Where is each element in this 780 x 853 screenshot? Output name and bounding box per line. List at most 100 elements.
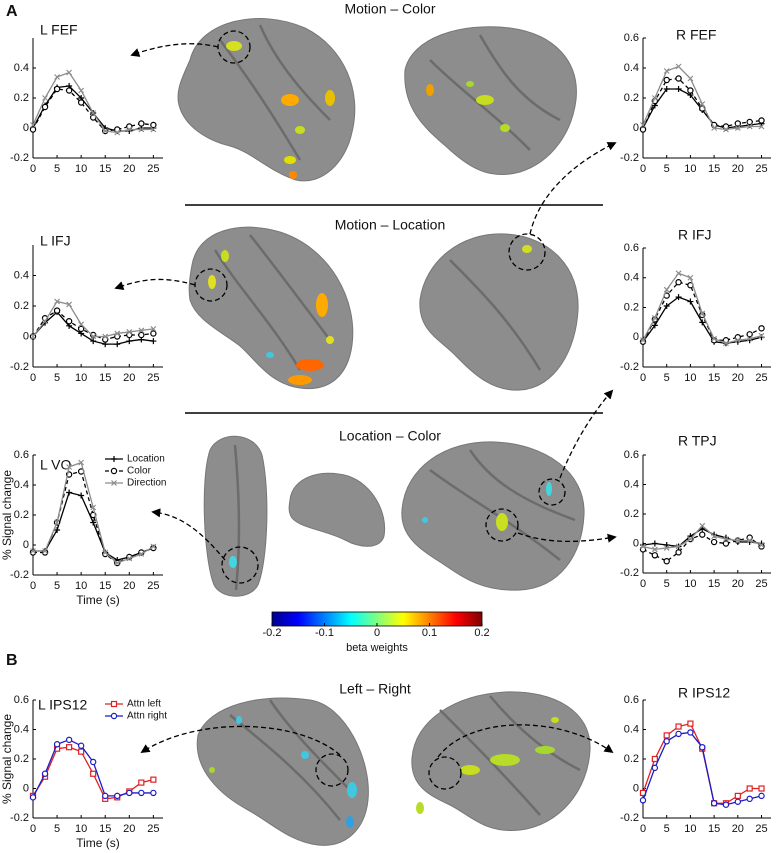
roi-circle bbox=[221, 546, 259, 584]
marker bbox=[138, 331, 145, 339]
chart-title: R TPJ bbox=[678, 433, 717, 449]
y-tick-label: 0.2 bbox=[624, 301, 639, 313]
marker bbox=[758, 792, 765, 800]
marker bbox=[126, 338, 133, 345]
y-tick-label: -0.2 bbox=[10, 812, 29, 824]
marker bbox=[734, 792, 741, 799]
marker bbox=[734, 537, 741, 544]
marker bbox=[150, 325, 157, 332]
marker bbox=[663, 558, 670, 565]
marker bbox=[77, 742, 85, 749]
brain-surface bbox=[203, 435, 268, 597]
x-tick-label: 0 bbox=[640, 163, 646, 175]
x-tick-label: 5 bbox=[664, 823, 670, 835]
marker bbox=[675, 549, 682, 556]
x-tick-label: 20 bbox=[732, 163, 744, 175]
marker bbox=[138, 789, 145, 797]
marker bbox=[29, 126, 37, 133]
activation-spot bbox=[209, 767, 215, 773]
y-tick-label: -0.2 bbox=[10, 361, 29, 373]
marker bbox=[150, 789, 157, 797]
marker bbox=[114, 330, 121, 337]
y-tick-label: 0.6 bbox=[14, 449, 29, 461]
marker bbox=[758, 542, 765, 548]
marker bbox=[663, 738, 670, 745]
chart-title: R IFJ bbox=[678, 227, 711, 243]
marker bbox=[78, 748, 85, 755]
x-tick-label: 0 bbox=[640, 372, 646, 384]
marker bbox=[640, 122, 646, 128]
sulcus bbox=[429, 59, 531, 151]
marker bbox=[746, 335, 753, 342]
marker bbox=[78, 459, 85, 466]
marker bbox=[126, 555, 133, 562]
activation-spot bbox=[226, 41, 242, 51]
roi-circle bbox=[538, 478, 566, 506]
marker bbox=[711, 335, 718, 342]
brain-surface bbox=[196, 697, 369, 846]
activation-spot bbox=[229, 556, 237, 568]
marker bbox=[699, 522, 706, 529]
section-title: Location – Color bbox=[339, 428, 441, 444]
marker bbox=[90, 110, 97, 116]
marker bbox=[640, 543, 646, 550]
section-title: Motion – Color bbox=[344, 1, 435, 17]
activation-spot bbox=[289, 171, 297, 179]
marker bbox=[138, 126, 145, 133]
panel-label: A bbox=[6, 3, 18, 20]
activation-spot bbox=[522, 245, 532, 253]
legend-marker bbox=[110, 467, 118, 475]
marker bbox=[90, 338, 97, 345]
marker bbox=[675, 86, 682, 92]
y-tick-label: -0.2 bbox=[10, 152, 29, 164]
x-tick-label: 20 bbox=[123, 372, 135, 384]
sulcus bbox=[489, 695, 581, 772]
sulcus bbox=[229, 714, 341, 821]
marker bbox=[687, 729, 694, 736]
y-tick-label: 0.6 bbox=[624, 694, 639, 706]
marker bbox=[746, 795, 753, 803]
marker bbox=[663, 286, 670, 293]
y-tick-label: 0.6 bbox=[624, 449, 639, 461]
marker bbox=[675, 63, 682, 70]
marker bbox=[758, 785, 765, 792]
marker bbox=[663, 303, 670, 310]
marker bbox=[42, 318, 48, 325]
arrow bbox=[529, 142, 617, 235]
marker bbox=[78, 87, 85, 94]
x-tick-label: 25 bbox=[147, 823, 159, 835]
y-tick-label: -0.2 bbox=[620, 152, 639, 164]
marker bbox=[651, 314, 658, 321]
y-tick-label: 0.2 bbox=[14, 92, 29, 104]
sulcus bbox=[268, 699, 351, 791]
marker bbox=[651, 764, 659, 772]
activation-spot bbox=[221, 250, 229, 262]
chart-title: L FEF bbox=[40, 22, 78, 38]
marker bbox=[663, 541, 670, 548]
x-tick-label: 25 bbox=[147, 580, 159, 592]
chart-title: L VO bbox=[40, 457, 71, 473]
y-tick-label: 0.4 bbox=[14, 269, 29, 281]
marker bbox=[66, 69, 73, 76]
x-tick-label: 25 bbox=[147, 372, 159, 384]
marker bbox=[734, 125, 741, 131]
series-line bbox=[32, 300, 154, 338]
marker bbox=[651, 755, 658, 763]
marker bbox=[29, 794, 37, 801]
marker bbox=[758, 325, 765, 332]
marker bbox=[53, 741, 61, 748]
activation-spot bbox=[466, 81, 474, 87]
roi-circle bbox=[485, 508, 519, 542]
x-tick-label: 20 bbox=[732, 823, 744, 835]
marker bbox=[663, 86, 670, 92]
y-tick-label: 0.4 bbox=[624, 272, 639, 284]
activation-spot bbox=[490, 754, 520, 766]
x-tick-label: 10 bbox=[75, 823, 87, 835]
marker bbox=[66, 301, 73, 308]
marker bbox=[687, 87, 694, 94]
y-tick-label: 0.6 bbox=[624, 242, 639, 254]
x-tick-label: 15 bbox=[99, 372, 111, 384]
marker bbox=[90, 504, 97, 511]
series-line bbox=[33, 491, 154, 561]
sulcus bbox=[468, 449, 576, 522]
